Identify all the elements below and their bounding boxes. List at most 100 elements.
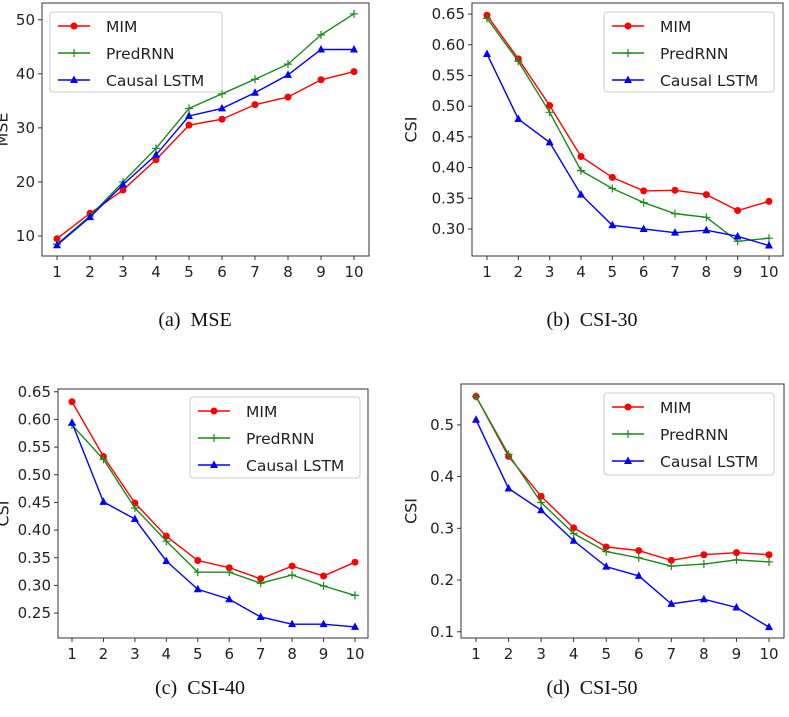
x-tick-label: 8 (283, 263, 293, 281)
y-tick-label: 0.30 (18, 576, 51, 594)
x-tick-label: 2 (99, 645, 109, 663)
caption-d: (d) CSI-50 (546, 677, 638, 699)
x-tick-label: 9 (733, 263, 743, 281)
x-tick-label: 4 (162, 645, 172, 663)
data-point (639, 198, 648, 207)
data-point (667, 556, 675, 564)
data-point (577, 166, 585, 175)
data-point (68, 398, 76, 406)
legend-label: Causal LSTM (660, 72, 758, 90)
data-point (185, 121, 193, 129)
series-line-predrnn (486, 17, 770, 242)
data-point (225, 564, 233, 572)
data-point (86, 212, 94, 221)
data-point (569, 536, 578, 544)
data-point (152, 150, 160, 158)
y-tick-label: 20 (16, 173, 35, 191)
data-point (320, 572, 328, 580)
x-tick-label: 10 (759, 263, 778, 281)
legend-label: Causal LSTM (246, 457, 344, 475)
x-tick-label: 1 (67, 645, 77, 663)
y-tick-label: 0.2 (430, 571, 454, 589)
x-tick-label: 8 (287, 645, 297, 663)
data-point (99, 497, 108, 505)
axes-frame (41, 2, 370, 257)
data-point (577, 153, 585, 161)
subplot-0: 1 2 3 4 5 6 7 8 9 10 10 20 30 40 50 MSE MIM PredRNN Causal… (0, 2, 370, 281)
y-tick-label: 0.45 (432, 128, 465, 146)
data-point (570, 524, 578, 532)
data-point (765, 557, 773, 566)
series-line-predrnn (56, 13, 355, 245)
data-point (251, 75, 259, 84)
x-tick-label: 8 (699, 645, 709, 663)
legend-label: MIM (660, 18, 691, 36)
data-point (350, 9, 358, 18)
legend-label: Causal LSTM (106, 72, 204, 90)
data-point (119, 186, 127, 194)
legend: MIM PredRNN Causal LSTM (189, 396, 361, 479)
legend-label: PredRNN (246, 430, 314, 448)
data-point (483, 14, 491, 23)
legend-marker (624, 456, 632, 464)
x-tick-label: 8 (702, 263, 712, 281)
x-tick-label: 5 (601, 645, 611, 663)
data-point (702, 213, 711, 222)
y-tick-label: 0.35 (18, 549, 51, 567)
series-line-predrnn (475, 396, 770, 567)
legend-label: PredRNN (106, 45, 174, 63)
data-point (472, 392, 480, 401)
legend-marker (70, 22, 78, 30)
y-tick-label: 0.50 (18, 466, 51, 484)
series-line-causal-lstm (486, 53, 770, 247)
data-point (602, 547, 611, 556)
x-tick-label: 5 (608, 263, 618, 281)
plot-area (472, 392, 773, 631)
y-tick-label: 40 (16, 65, 35, 83)
x-tick-label: 2 (514, 263, 524, 281)
plot-area (53, 9, 358, 249)
data-point (608, 220, 617, 229)
x-tick-label: 9 (316, 263, 326, 281)
data-point (765, 551, 773, 559)
data-point (53, 240, 61, 249)
x-tick-label: 6 (224, 645, 234, 663)
y-tick-label: 0.5 (430, 416, 454, 434)
legend-marker (70, 75, 78, 83)
series-line-causal-lstm (475, 419, 770, 628)
data-point (765, 622, 773, 631)
x-tick-label: 7 (256, 645, 266, 663)
data-point (732, 549, 740, 557)
data-point (667, 562, 676, 571)
data-point (257, 575, 265, 583)
legend: MIM PredRNN Causal LSTM (49, 11, 223, 93)
data-point (667, 599, 676, 607)
data-point (130, 503, 139, 512)
y-tick-label: 0.65 (18, 383, 51, 401)
data-point (602, 562, 611, 570)
data-point (119, 180, 127, 188)
x-tick-label: 2 (504, 645, 514, 663)
data-point (99, 455, 108, 464)
data-point (53, 235, 61, 243)
data-point (671, 186, 679, 194)
data-point (602, 543, 610, 551)
data-point (284, 70, 292, 78)
data-point (671, 228, 679, 236)
y-tick-label: 0.50 (432, 97, 465, 115)
x-tick-label: 3 (130, 645, 140, 663)
legend-marker (210, 434, 218, 442)
data-point (537, 498, 546, 507)
x-tick-label: 7 (670, 263, 680, 281)
x-tick-label: 4 (569, 645, 579, 663)
data-point (702, 225, 711, 234)
series-line-causal-lstm (56, 48, 354, 246)
legend-label: MIM (246, 403, 277, 421)
legend-box (49, 11, 223, 93)
data-point (634, 553, 643, 562)
data-point (765, 234, 773, 243)
legend-marker (624, 403, 632, 411)
data-point (152, 156, 160, 164)
legend-marker (624, 75, 632, 83)
x-tick-label: 4 (151, 263, 161, 281)
